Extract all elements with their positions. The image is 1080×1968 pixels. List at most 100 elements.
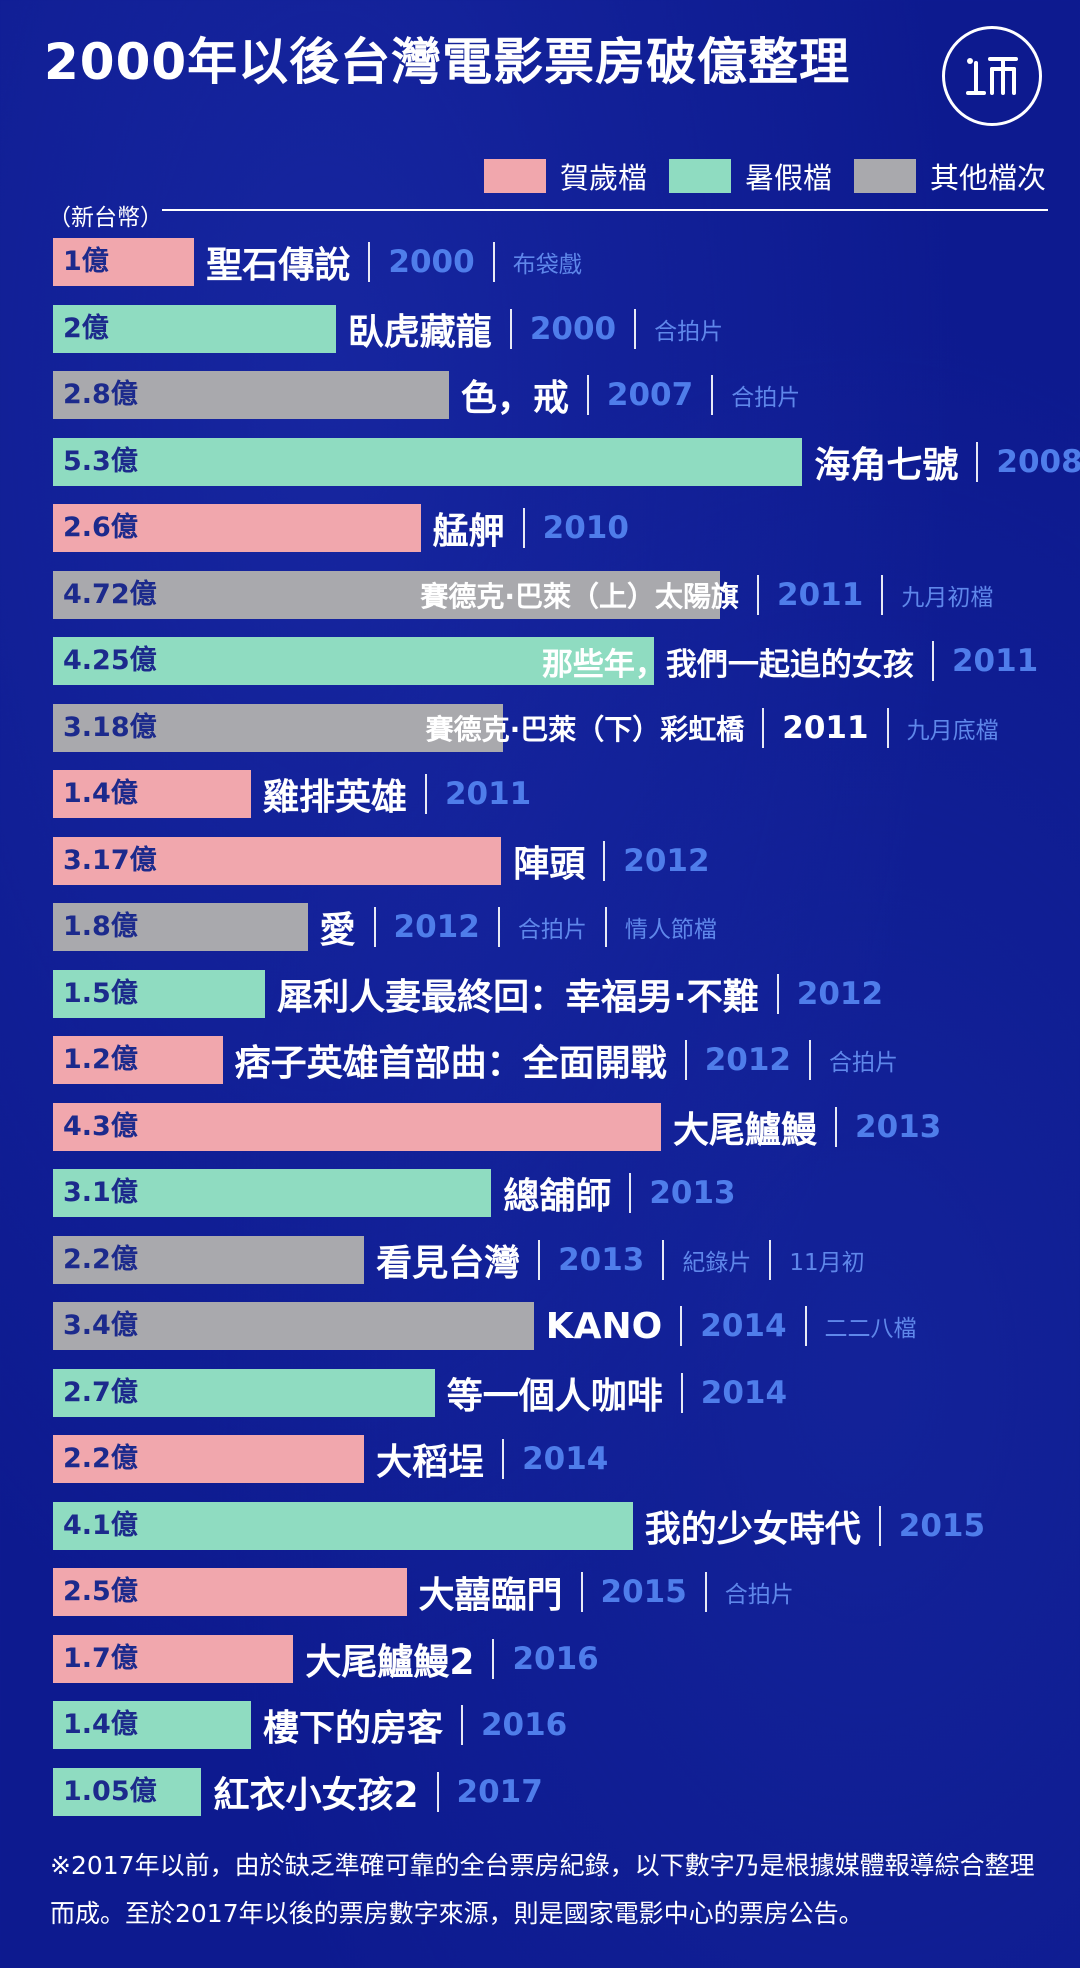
chart-row: 2億 臥虎藏龍 2000 合拍片 [53, 304, 1053, 353]
separator [886, 707, 889, 748]
release-year: 2013 [649, 1175, 736, 1211]
film-title: 那些年，我們一起追的女孩 [541, 646, 914, 683]
film-info: 大尾鱸鰻 2013 [673, 1103, 941, 1151]
separator [603, 840, 606, 881]
film-info: 痞子英雄首部曲：全面開戰 2012 合拍片 [235, 1036, 898, 1084]
bar-value-label: 1.8億 [63, 911, 138, 942]
release-year: 2007 [606, 377, 694, 413]
bar-value-label: 1.5億 [63, 977, 138, 1009]
bar [53, 1634, 294, 1683]
legend-swatch [853, 159, 916, 193]
film-info: 陣頭 2012 [513, 837, 710, 885]
release-year: 2014 [700, 1308, 787, 1344]
film-title: 艋舺 [432, 511, 505, 552]
film-title: 等一個人咖啡 [446, 1375, 663, 1417]
film-note: 合拍片 [731, 385, 801, 411]
film-title: 海角七號 [814, 444, 959, 486]
film-note: 情人節檔 [624, 917, 717, 943]
separator [835, 1106, 838, 1147]
bar-value-label: 1.2億 [63, 1044, 138, 1075]
footnote: ※2017年以前，由於缺乏準確可靠的全台票房紀錄，以下數字乃是根據媒體報導綜合整… [50, 1851, 1035, 1928]
film-info: 大囍臨門 2015 合拍片 [419, 1568, 794, 1616]
legend-item-summer: 暑假檔 [668, 155, 832, 197]
legend-item-other: 其他檔次 [853, 155, 1046, 197]
film-info: 雞排英雄 2011 [263, 770, 531, 818]
legend-swatch [668, 159, 731, 193]
bar-value-label: 1億 [63, 246, 109, 277]
separator [368, 242, 371, 282]
bar [53, 770, 251, 818]
film-title: 愛 [319, 910, 356, 951]
bar [53, 570, 721, 619]
bar [53, 969, 266, 1018]
separator [878, 1505, 881, 1546]
film-info: 等一個人咖啡 2014 [447, 1369, 787, 1417]
bar-value-label: 2.2億 [63, 1243, 138, 1275]
film-note: 合拍片 [654, 318, 724, 345]
chart-row: 3.4億 KANO 2014 二二八檔 [53, 1302, 1053, 1350]
legend-label: 賀歲檔 [559, 161, 647, 195]
separator [762, 707, 765, 748]
bar [53, 1501, 633, 1550]
chart-row: 3.17億 陣頭 2012 [53, 836, 1053, 885]
bar [53, 1767, 202, 1816]
film-info: 聖石傳說 2000 布袋戲 [206, 238, 582, 286]
bar [53, 1036, 223, 1084]
separator [502, 1439, 505, 1479]
release-year: 2014 [700, 1374, 788, 1411]
separator [684, 1040, 687, 1080]
chart-row: 5.3億 海角七號 2008 [53, 437, 1080, 486]
separator [509, 308, 512, 349]
bar-value-label: 1.4億 [63, 778, 138, 809]
bar [53, 903, 308, 951]
separator [580, 1572, 583, 1612]
separator [757, 574, 760, 615]
bar-value-label: 2.2億 [63, 1443, 138, 1474]
separator [711, 375, 714, 415]
bar-value-label: 4.1億 [63, 1509, 138, 1541]
bar [53, 836, 502, 885]
bar [53, 637, 654, 685]
film-note: 合拍片 [828, 1050, 898, 1076]
separator [424, 774, 427, 814]
separator [522, 508, 525, 548]
separator [373, 907, 376, 947]
release-year: 2013 [558, 1241, 645, 1278]
bar [53, 1302, 534, 1350]
release-year: 2012 [704, 1042, 791, 1078]
separator [769, 1239, 772, 1280]
film-info: 我的少女時代 2015 [645, 1502, 985, 1550]
chart-row: 2.6億 艋舺 2010 [53, 504, 1053, 552]
film-title: 看見台灣 [376, 1242, 521, 1284]
chart-row: 1.05億 紅衣小女孩2 2017 [53, 1767, 1053, 1816]
separator [538, 1239, 541, 1280]
bar [53, 1368, 435, 1417]
bar-value-label: 3.4億 [63, 1310, 138, 1341]
chart-legend: 賀歲檔 暑假檔 其他檔次 [462, 155, 1046, 197]
film-info: 臥虎藏龍 2000 合拍片 [348, 305, 723, 353]
film-info: 大尾鱸鰻2 2016 [305, 1635, 599, 1683]
release-year: 2011 [777, 576, 864, 613]
bar-value-label: 1.4億 [63, 1709, 138, 1740]
separator [808, 1040, 811, 1080]
bar-value-label: 2.7億 [63, 1376, 138, 1408]
release-year: 2015 [898, 1507, 986, 1544]
film-title: 我的少女時代 [644, 1508, 861, 1550]
separator [704, 1572, 707, 1612]
chart-row: 2.7億 等一個人咖啡 2014 [53, 1368, 1053, 1417]
separator [680, 1306, 683, 1346]
bar-value-label: 2億 [63, 312, 109, 344]
film-info: 總舖師 2013 [503, 1169, 736, 1217]
film-title: 色，戒 [460, 378, 569, 419]
bar-value-label: 3.18億 [63, 711, 157, 743]
chart-row: 1.8億 愛 2012 合拍片 情人節檔 [53, 903, 1053, 951]
header-divider [162, 209, 1048, 211]
separator [680, 1372, 683, 1413]
separator [634, 308, 637, 349]
bar [53, 1235, 365, 1284]
film-info: 艋舺 2010 [433, 504, 629, 552]
film-note: 11月初 [789, 1249, 865, 1276]
release-year: 2011 [782, 709, 869, 746]
release-year: 2012 [393, 909, 480, 945]
